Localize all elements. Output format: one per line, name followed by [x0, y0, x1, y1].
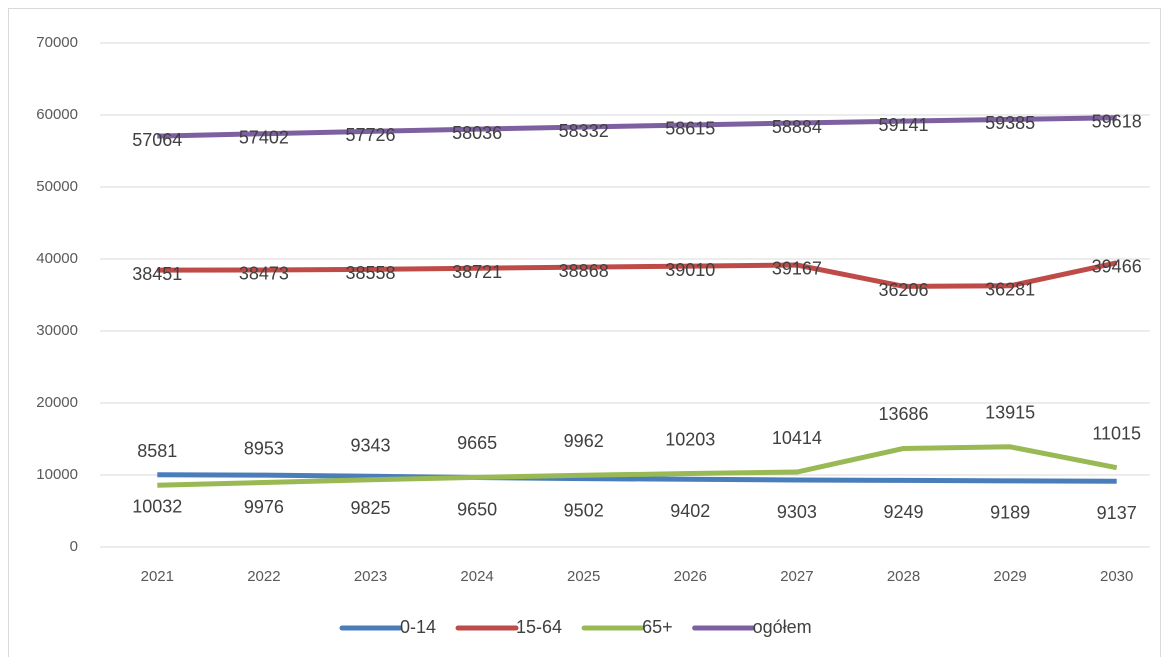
data-label: 9665 — [457, 433, 497, 453]
data-label: 13915 — [985, 403, 1035, 423]
x-tick-label: 2024 — [460, 568, 493, 585]
x-tick-label: 2021 — [141, 568, 174, 585]
data-label: 38868 — [559, 261, 609, 281]
data-label: 57402 — [239, 127, 289, 147]
data-label: 38721 — [452, 262, 502, 282]
x-tick-label: 2029 — [993, 568, 1026, 585]
data-label: 58615 — [665, 119, 715, 139]
data-label: 9189 — [990, 503, 1030, 523]
y-tick-label: 10000 — [36, 466, 78, 483]
data-label: 59141 — [878, 115, 928, 135]
data-label: 36281 — [985, 280, 1035, 300]
y-tick-label: 0 — [70, 538, 78, 555]
x-tick-label: 2026 — [674, 568, 707, 585]
data-label: 39167 — [772, 259, 822, 279]
data-label: 38473 — [239, 264, 289, 284]
data-label: 38558 — [345, 263, 395, 283]
data-label: 36206 — [878, 280, 928, 300]
data-label: 9402 — [670, 501, 710, 521]
x-tick-label: 2023 — [354, 568, 387, 585]
x-tick-label: 2028 — [887, 568, 920, 585]
data-label: 39466 — [1092, 257, 1142, 277]
data-label: 9343 — [350, 435, 390, 455]
legend-label: 15-64 — [516, 617, 562, 637]
data-label: 8953 — [244, 438, 284, 458]
data-label: 10414 — [772, 428, 822, 448]
data-label: 58332 — [559, 121, 609, 141]
data-label: 10203 — [665, 429, 715, 449]
series-line — [157, 260, 1118, 289]
data-label: 59618 — [1092, 112, 1142, 132]
series-line — [157, 115, 1117, 139]
data-label: 38451 — [132, 264, 182, 284]
legend-label: ogółem — [753, 617, 812, 637]
data-label: 11015 — [1092, 423, 1141, 443]
data-label: 9962 — [564, 431, 604, 451]
data-label: 9249 — [883, 502, 923, 522]
data-label: 8581 — [137, 441, 177, 461]
y-tick-label: 30000 — [36, 322, 78, 339]
data-label: 39010 — [665, 260, 715, 280]
data-label: 57726 — [345, 125, 395, 145]
x-tick-label: 2027 — [780, 568, 813, 585]
data-label: 9650 — [457, 499, 497, 519]
series-line — [157, 472, 1117, 484]
x-tick-label: 2025 — [567, 568, 600, 585]
data-label: 59385 — [985, 113, 1035, 133]
legend-label: 65+ — [642, 617, 673, 637]
y-tick-label: 50000 — [36, 178, 78, 195]
y-tick-label: 70000 — [36, 34, 78, 51]
data-label: 9137 — [1097, 503, 1137, 523]
legend-label: 0-14 — [400, 617, 436, 637]
x-tick-label: 2030 — [1100, 568, 1133, 585]
y-tick-label: 60000 — [36, 106, 78, 123]
data-label: 58884 — [772, 117, 822, 137]
data-label: 57064 — [132, 130, 182, 150]
y-tick-label: 40000 — [36, 250, 78, 267]
data-label: 58036 — [452, 123, 502, 143]
data-label: 10032 — [132, 497, 182, 517]
chart-border — [8, 8, 1161, 662]
data-label: 9825 — [350, 498, 390, 518]
data-label: 9303 — [777, 502, 817, 522]
data-label: 9502 — [564, 500, 604, 520]
data-label: 9976 — [244, 497, 284, 517]
x-tick-label: 2022 — [247, 568, 280, 585]
data-label: 13686 — [878, 404, 928, 424]
series-line — [157, 444, 1118, 488]
y-tick-label: 20000 — [36, 394, 78, 411]
